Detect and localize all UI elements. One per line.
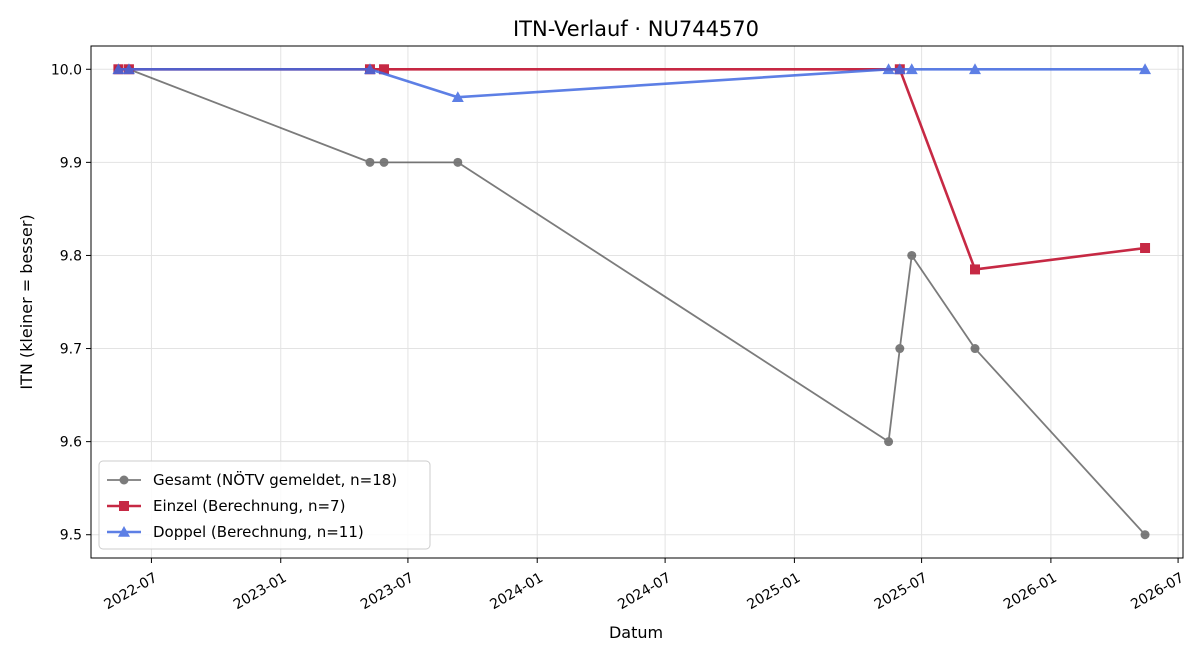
legend-label: Doppel (Berechnung, n=11) (153, 523, 364, 541)
series-layer (112, 63, 1152, 540)
data-point (884, 437, 894, 447)
data-point (970, 344, 980, 354)
legend: Gesamt (NÖTV gemeldet, n=18) Einzel (Bere… (98, 460, 431, 550)
series-line (118, 68, 1146, 536)
legend-entry (107, 526, 141, 537)
y-tick-label: 9.6 (60, 435, 82, 451)
data-point (969, 63, 981, 75)
y-tick-label: 9.7 (60, 342, 82, 358)
data-point (379, 64, 390, 75)
data-point (882, 63, 895, 75)
legend-entry (107, 475, 141, 485)
data-point (379, 157, 389, 167)
y-tick-label: 9.9 (60, 155, 82, 171)
data-point (1139, 63, 1152, 75)
data-point (893, 63, 906, 75)
y-tick-label: 9.8 (60, 248, 82, 264)
legend-label: Einzel (Berechnung, n=7) (153, 497, 345, 515)
data-point (970, 264, 980, 275)
grid (91, 46, 1183, 558)
series-triangle (112, 63, 1152, 102)
y-tick-label: 10.0 (51, 62, 82, 78)
data-point (451, 91, 464, 102)
data-point (365, 157, 375, 167)
data-point (907, 250, 917, 260)
data-point (1140, 530, 1150, 540)
legend-marker-swatch (119, 501, 129, 511)
data-point (122, 63, 135, 75)
data-point (453, 157, 463, 167)
legend-marker-swatch (118, 526, 130, 537)
plot-frame (90, 45, 1184, 559)
y-tick-label: 9.5 (60, 528, 82, 544)
x-axis-label: Datum (609, 623, 663, 642)
data-point (1140, 243, 1151, 254)
data-point (905, 63, 918, 75)
data-point (112, 63, 125, 75)
legend-marker-swatch (119, 475, 129, 485)
legend-entry (107, 501, 141, 511)
data-point (363, 63, 376, 75)
legend-box (98, 460, 431, 550)
chart-title: ITN-Verlauf · NU744570 (513, 17, 759, 41)
y-axis: 9.5 9.6 9.7 9.8 9.9 10.0 (51, 62, 91, 544)
y-axis-label: ITN (kleiner = besser) (17, 214, 36, 389)
data-point (895, 344, 905, 354)
legend-label: Gesamt (NÖTV gemeldet, n=18) (153, 470, 397, 489)
